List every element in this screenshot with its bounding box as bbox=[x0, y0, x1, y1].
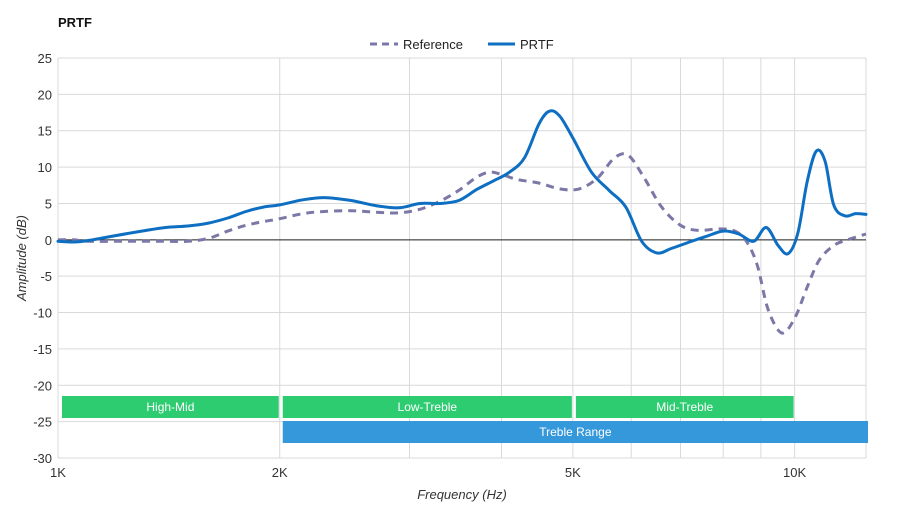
band-label: High-Mid bbox=[146, 400, 194, 414]
y-axis-ticks: 25 20 15 10 5 0 -5 -10 -15 -20 -25 -30 bbox=[33, 51, 52, 466]
band-high-mid bbox=[62, 396, 279, 418]
band-label: Mid-Treble bbox=[656, 400, 713, 414]
band-label: Treble Range bbox=[539, 425, 612, 439]
y-tick-label: 20 bbox=[38, 87, 52, 102]
band-mid-treble bbox=[575, 396, 794, 418]
frequency-bands: High-Mid Low-Treble Mid-Treble Treble Range bbox=[62, 396, 868, 443]
series-layer bbox=[56, 109, 868, 335]
legend-label-prtf: PRTF bbox=[520, 37, 554, 52]
y-tick-label: -30 bbox=[33, 451, 52, 466]
y-tick-label: 10 bbox=[38, 160, 52, 175]
x-tick-label: 1K bbox=[50, 465, 66, 480]
y-tick-label: 5 bbox=[45, 196, 52, 211]
band-treble-range bbox=[282, 421, 868, 443]
y-tick-label: -25 bbox=[33, 415, 52, 430]
legend: Reference PRTF bbox=[370, 37, 554, 52]
y-tick-label: -5 bbox=[40, 269, 52, 284]
x-tick-label: 5K bbox=[565, 465, 581, 480]
y-tick-label: 25 bbox=[38, 51, 52, 66]
y-tick-label: 15 bbox=[38, 124, 52, 139]
band-label: Low-Treble bbox=[398, 400, 458, 414]
chart-title: PRTF bbox=[58, 15, 92, 30]
legend-label-reference: Reference bbox=[403, 37, 463, 52]
y-axis-label: Amplitude (dB) bbox=[14, 215, 29, 302]
y-tick-label: -20 bbox=[33, 378, 52, 393]
x-axis-ticks: 1K 2K 5K 10K bbox=[50, 465, 806, 480]
series-line-prtf bbox=[56, 109, 868, 256]
band-low-treble bbox=[282, 396, 572, 418]
y-tick-label: 0 bbox=[45, 233, 52, 248]
x-tick-label: 10K bbox=[783, 465, 806, 480]
y-tick-label: -10 bbox=[33, 306, 52, 321]
series-line-reference bbox=[57, 152, 867, 335]
y-tick-label: -15 bbox=[33, 342, 52, 357]
x-axis-label: Frequency (Hz) bbox=[417, 487, 507, 502]
x-tick-label: 2K bbox=[272, 465, 288, 480]
